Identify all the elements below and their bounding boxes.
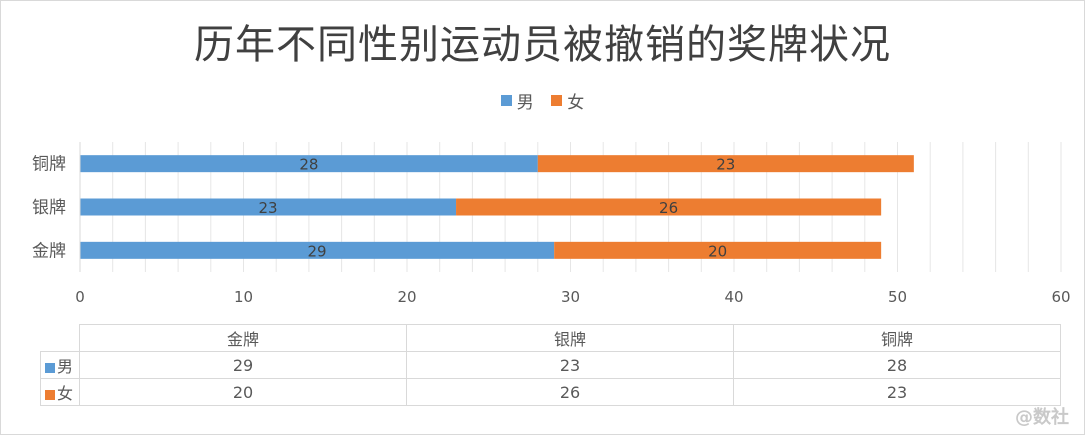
data-table-rowhead-male: 男: [40, 351, 80, 379]
data-table-rowlabel-male: 男: [57, 357, 74, 376]
bar-segment: [554, 241, 882, 259]
data-table-rowhead-female: 女: [40, 378, 80, 406]
x-tick-label: 0: [75, 288, 85, 306]
chart-title: 历年不同性别运动员被撤销的奖牌状况: [194, 22, 891, 68]
data-table-cell: 28: [733, 351, 1061, 379]
legend-item-male: 男: [500, 88, 534, 113]
data-table-header-silver: 银牌: [406, 324, 734, 352]
bar-segment: [456, 198, 882, 216]
bar-value-label: 29: [308, 242, 327, 260]
legend-label-male: 男: [516, 93, 534, 113]
data-table-header-gold: 金牌: [79, 324, 407, 352]
legend: 男 女: [0, 88, 1085, 113]
data-table-cell: 26: [406, 378, 734, 406]
bar-value-label: 23: [258, 199, 277, 217]
data-table-row-male: 男 29 23 28: [40, 351, 1061, 379]
data-table-corner: [40, 324, 80, 352]
bar-value-label: 26: [659, 199, 678, 217]
data-table-rowlabel-female: 女: [57, 384, 74, 403]
x-tick-label: 40: [724, 288, 743, 306]
x-tick-label: 50: [888, 288, 907, 306]
bar-segment: [537, 155, 914, 173]
data-table-header-row: 金牌 银牌 铜牌: [40, 324, 1061, 352]
bar-value-label: 23: [716, 156, 735, 174]
watermark-text: @数社: [1015, 407, 1069, 428]
data-table-header-bronze: 铜牌: [733, 324, 1061, 352]
y-category-label: 金牌: [32, 241, 66, 261]
legend-item-female: 女: [551, 88, 584, 113]
legend-swatch-female: [551, 95, 563, 106]
x-tick-label: 30: [561, 288, 580, 306]
legend-key-female: [45, 389, 55, 400]
bar-segment: [80, 241, 555, 259]
data-table-cell: 23: [406, 351, 734, 379]
data-table-cell: 20: [79, 378, 407, 406]
x-tick-label: 10: [234, 288, 253, 306]
bar-segment: [80, 155, 538, 173]
data-table: 金牌 银牌 铜牌 男 29 23 28 女 20 26 23: [40, 324, 1061, 406]
y-category-label: 银牌: [32, 198, 66, 218]
data-table-cell: 29: [79, 351, 407, 379]
legend-swatch-male: [500, 95, 512, 106]
data-table-cell: 23: [733, 378, 1061, 406]
bar-chart-plot: 0 10 20 30 40 50 60 金牌 29 20 银牌 23 26 铜牌 28 23: [32, 142, 1071, 306]
x-tick-label: 60: [1051, 288, 1070, 306]
bar-value-label: 28: [299, 156, 318, 174]
data-table-row-female: 女 20 26 23: [40, 378, 1061, 406]
legend-label-female: 女: [567, 93, 585, 113]
bar-segment: [80, 198, 457, 216]
y-category-label: 铜牌: [32, 155, 66, 175]
legend-key-male: [45, 362, 55, 373]
x-tick-label: 20: [397, 288, 416, 306]
bar-value-label: 20: [708, 242, 727, 260]
